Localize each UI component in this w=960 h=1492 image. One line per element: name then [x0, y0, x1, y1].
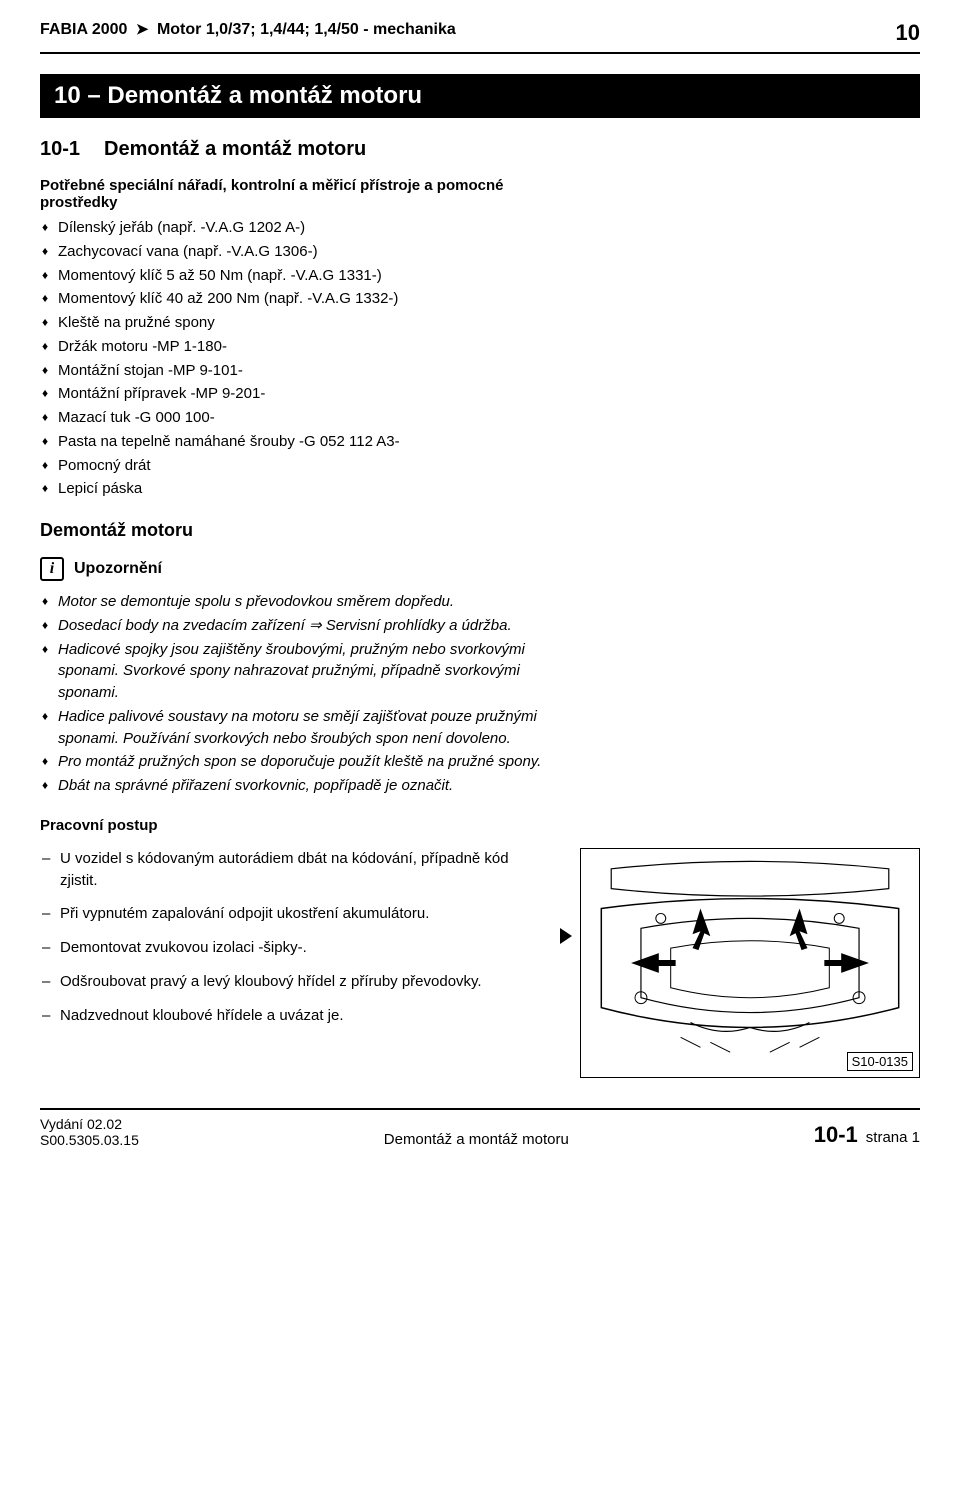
section-number: 10-1: [40, 138, 80, 161]
tool-item: Montážní stojan -MP 9-101-: [42, 360, 568, 382]
step-item: Odšroubovat pravý a levý kloubový hřídel…: [42, 971, 550, 993]
page-number: 10: [896, 20, 920, 46]
figure-column: S10-0135: [580, 848, 920, 1078]
tool-item: Lepicí páska: [42, 478, 568, 500]
tool-item: Zachycovací vana (např. -V.A.G 1306-): [42, 241, 568, 263]
footer-page: strana 1: [866, 1129, 920, 1146]
footer-chapter: 10-1: [814, 1122, 858, 1148]
tool-item: Kleště na pružné spony: [42, 312, 568, 334]
footer-right: 10-1 strana 1: [814, 1122, 920, 1148]
notes-list: Motor se demontuje spolu s převodovkou s…: [40, 591, 568, 797]
step-item: Demontovat zvukovou izolaci -šipky-.: [42, 937, 550, 959]
edition: Vydání 02.02: [40, 1116, 139, 1132]
steps-list: U vozidel s kódovaným autorádiem dbát na…: [40, 848, 550, 1027]
removal-heading: Demontáž motoru: [40, 520, 568, 541]
step-item: Při vypnutém zapalování odpojit ukostřen…: [42, 903, 550, 925]
note-header: i Upozornění: [40, 557, 568, 581]
footer-center: Demontáž a montáž motoru: [384, 1131, 569, 1148]
tool-item: Momentový klíč 5 až 50 Nm (např. -V.A.G …: [42, 265, 568, 287]
tool-item: Pomocný drát: [42, 455, 568, 477]
triangle-pointer-icon: [560, 928, 572, 944]
figure-label: S10-0135: [847, 1052, 913, 1071]
engine-underbody-illustration: [581, 849, 919, 1077]
step-item: U vozidel s kódovaným autorádiem dbát na…: [42, 848, 550, 892]
chapter-bar: 10 – Demontáž a montáž motoru: [40, 74, 920, 118]
procedure-heading: Pracovní postup: [40, 817, 568, 834]
header-left: FABIA 2000 ➤ Motor 1,0/37; 1,4/44; 1,4/5…: [40, 20, 456, 39]
tool-item: Mazací tuk -G 000 100-: [42, 407, 568, 429]
section-title: 10-1 Demontáž a montáž motoru: [40, 138, 568, 161]
model-name: FABIA 2000: [40, 21, 127, 38]
tool-item: Dílenský jeřáb (např. -V.A.G 1202 A-): [42, 217, 568, 239]
page-header: FABIA 2000 ➤ Motor 1,0/37; 1,4/44; 1,4/5…: [40, 20, 920, 54]
note-item: Hadice palivové soustavy na motoru se sm…: [42, 706, 568, 750]
note-item: Dosedací body na zvedacím zařízení ⇒ Ser…: [42, 615, 568, 637]
tool-item: Montážní přípravek -MP 9-201-: [42, 383, 568, 405]
note-item: Dbát na správné přiřazení svorkovnic, po…: [42, 775, 568, 797]
page-footer: Vydání 02.02 S00.5305.03.15 Demontáž a m…: [40, 1108, 920, 1148]
tools-heading: Potřebné speciální nářadí, kontrolní a m…: [40, 177, 568, 211]
info-icon: i: [40, 557, 64, 581]
procedure-row: U vozidel s kódovaným autorádiem dbát na…: [40, 848, 920, 1078]
step-item: Nadzvednout kloubové hřídele a uvázat je…: [42, 1005, 550, 1027]
tools-list: Dílenský jeřáb (např. -V.A.G 1202 A-)Zac…: [40, 217, 568, 500]
section-name: Demontáž a montáž motoru: [104, 138, 366, 161]
tool-item: Pasta na tepelně namáhané šrouby -G 052 …: [42, 431, 568, 453]
figure-box: S10-0135: [580, 848, 920, 1078]
note-item: Motor se demontuje spolu s převodovkou s…: [42, 591, 568, 613]
main-content: 10-1 Demontáž a montáž motoru Potřebné s…: [40, 138, 568, 834]
doc-code: S00.5305.03.15: [40, 1132, 139, 1148]
arrow-icon: ➤: [136, 20, 149, 38]
steps-column: U vozidel s kódovaným autorádiem dbát na…: [40, 848, 550, 1039]
tool-item: Momentový klíč 40 až 200 Nm (např. -V.A.…: [42, 288, 568, 310]
footer-left: Vydání 02.02 S00.5305.03.15: [40, 1116, 139, 1148]
tool-item: Držák motoru -MP 1-180-: [42, 336, 568, 358]
note-item: Hadicové spojky jsou zajištěny šroubovým…: [42, 639, 568, 704]
note-item: Pro montáž pružných spon se doporučuje p…: [42, 751, 568, 773]
note-label: Upozornění: [74, 560, 162, 578]
engine-spec: Motor 1,0/37; 1,4/44; 1,4/50 - mechanika: [157, 21, 456, 38]
